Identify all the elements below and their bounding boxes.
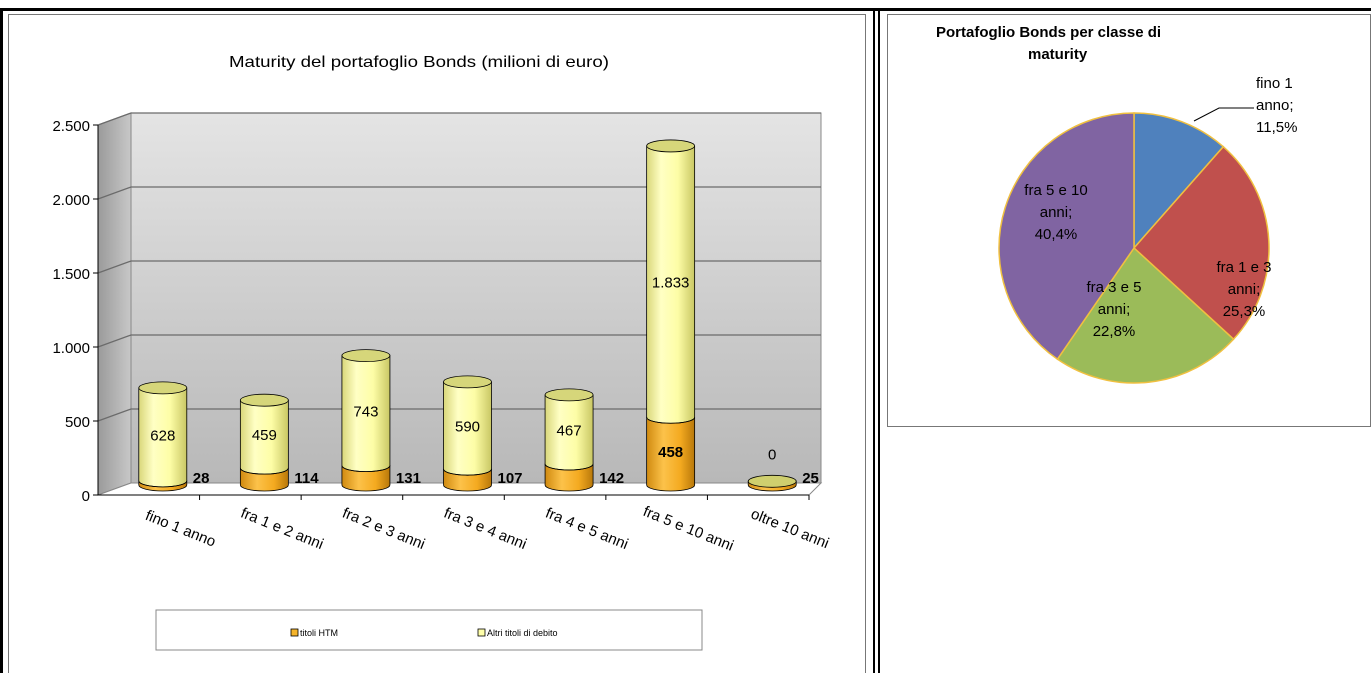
category-label: fra 3 e 4 anni <box>441 505 529 554</box>
pie-label-3: anni; <box>1040 204 1073 221</box>
bar-group <box>341 349 391 492</box>
y-tick-label: 2.500 <box>52 118 90 135</box>
gridline <box>97 334 821 348</box>
data-label-htm: 107 <box>498 470 523 487</box>
y-tick-label: 1.000 <box>52 340 90 357</box>
pie-chart: Portafoglio Bonds per classe di maturity… <box>936 24 1297 384</box>
legend-label-altri: Altri titoli di debito <box>487 628 558 638</box>
pie-label-1: 25,3% <box>1223 303 1266 320</box>
pie-label-1: fra 1 e 3 <box>1216 259 1271 276</box>
data-label-altri: 0 <box>768 446 776 463</box>
bar-group <box>747 474 797 492</box>
category-label: oltre 10 anni <box>748 505 831 552</box>
y-tick-label: 1.500 <box>52 266 90 283</box>
bar-seam <box>544 463 594 471</box>
pie-chart-panel: Portafoglio Bonds per classe di maturity… <box>887 14 1371 427</box>
category-label: fra 1 e 2 anni <box>238 505 326 554</box>
legend-swatch-htm <box>290 628 299 637</box>
chart-side-wall <box>97 112 132 496</box>
bar-htm-1 <box>239 467 289 492</box>
bar-group <box>138 381 188 492</box>
bar-chart-title: Maturity del portafoglio Bonds (milioni … <box>229 54 609 71</box>
bar-chart-panel: Maturity del portafoglio Bonds (milioni … <box>8 14 866 673</box>
bar-top-cap <box>239 393 289 407</box>
pie-label-1: anni; <box>1228 281 1261 298</box>
pie-label-0: fino 1 <box>1256 75 1293 92</box>
bar-group <box>239 393 289 492</box>
pie-slice-3 <box>998 112 1135 361</box>
bar-htm-5 <box>646 416 696 492</box>
bar-seam <box>138 480 188 488</box>
data-label-altri: 1.833 <box>652 275 690 292</box>
data-label-htm: 142 <box>599 470 624 487</box>
bar-group <box>443 375 492 492</box>
bar-top-cap <box>341 349 391 363</box>
data-label-altri: 743 <box>353 404 378 421</box>
bar-top-cap <box>138 381 188 395</box>
data-label-htm: 458 <box>658 444 683 461</box>
data-label-altri: 590 <box>455 419 480 436</box>
bar-group <box>544 388 594 492</box>
category-label: fra 4 e 5 anni <box>543 505 631 554</box>
frame-divider-2 <box>878 8 880 673</box>
bar-top-cap <box>646 139 696 153</box>
y-tick-label: 500 <box>65 414 90 431</box>
frame-top-border <box>0 8 1371 11</box>
data-label-htm: 131 <box>396 470 421 487</box>
legend-swatch-altri <box>477 628 486 637</box>
bar-top-cap <box>544 388 594 402</box>
pie-label-3: fra 5 e 10 <box>1024 182 1087 199</box>
bar-seam <box>443 469 492 476</box>
pie-label-0: 11,5% <box>1256 119 1297 136</box>
pie-slice-0 <box>1133 112 1225 250</box>
pie-leader-line <box>1193 107 1254 122</box>
legend-box <box>155 609 703 651</box>
bar-seam <box>239 468 289 475</box>
data-label-htm: 28 <box>193 470 210 487</box>
bar-group <box>646 139 696 492</box>
gridline <box>97 260 821 274</box>
pie-label-0: anno; <box>1256 97 1294 114</box>
pie-label-2: fra 3 e 5 <box>1086 279 1141 296</box>
pie-label-3: 40,4% <box>1035 226 1078 243</box>
pie-label-2: 22,8% <box>1093 323 1136 340</box>
bar-top-cap <box>747 474 797 488</box>
gridline <box>97 112 821 126</box>
pie-slice-1 <box>1132 145 1270 341</box>
pie-label-2: anni; <box>1098 301 1131 318</box>
data-label-htm: 25 <box>802 470 819 487</box>
frame-left-border <box>0 8 3 673</box>
pie-slice-2 <box>1056 246 1235 384</box>
data-label-htm: 114 <box>294 470 319 487</box>
category-label: fra 5 e 10 anni <box>641 503 736 555</box>
y-tick-label: 0 <box>82 488 90 505</box>
bar-seam <box>646 417 696 424</box>
bar-htm-2 <box>341 465 391 492</box>
category-label: fra 2 e 3 anni <box>340 505 428 554</box>
pie-title-line1: Portafoglio Bonds per classe di <box>936 24 1161 41</box>
bar-top-cap <box>443 375 492 389</box>
data-label-altri: 467 <box>557 422 582 439</box>
bar-seam <box>341 465 391 472</box>
legend-label-htm: titoli HTM <box>300 628 338 638</box>
data-label-altri: 459 <box>252 427 277 444</box>
gridline <box>97 186 821 200</box>
pie-title-line2: maturity <box>1028 46 1088 63</box>
bar-htm-4 <box>544 463 594 492</box>
y-tick-label: 2.000 <box>52 192 90 209</box>
category-label: fino 1 anno <box>143 507 218 551</box>
bar-chart: Maturity del portafoglio Bonds (milioni … <box>52 54 831 651</box>
frame-divider <box>873 8 875 673</box>
data-label-altri: 628 <box>150 427 175 444</box>
